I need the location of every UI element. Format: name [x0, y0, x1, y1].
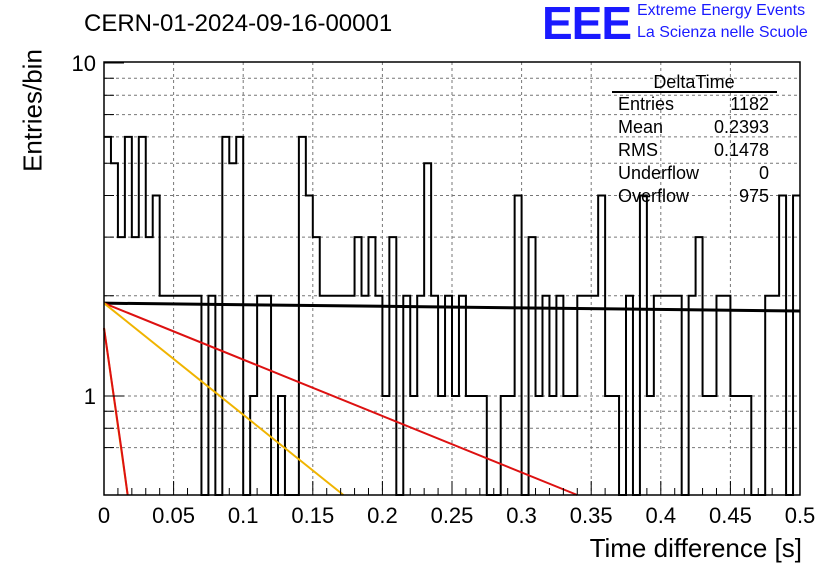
x-tick-label: 0.3 — [506, 503, 537, 528]
y-tick-label: 10 — [72, 51, 96, 76]
histogram — [104, 135, 800, 496]
stats-label: Underflow — [618, 163, 700, 183]
logo-line-1: Extreme Energy Events — [637, 2, 806, 19]
fit-line-2 — [103, 302, 345, 496]
x-tick-label: 0.1 — [228, 503, 259, 528]
x-tick-label: 0.25 — [431, 503, 474, 528]
x-tick-label: 0 — [98, 503, 110, 528]
x-tick-label: 0.05 — [152, 503, 195, 528]
stats-label: Entries — [618, 94, 674, 114]
stats-label: Overflow — [618, 186, 690, 206]
x-tick-label: 0.2 — [367, 503, 398, 528]
x-tick-label: 0.35 — [570, 503, 613, 528]
logo-line-2: La Scienza nelle Scuole — [637, 24, 808, 41]
fit-line-0 — [103, 301, 801, 313]
fit-line-1 — [103, 302, 578, 496]
chart-title: CERN-01-2024-09-16-00001 — [84, 10, 393, 37]
axes: 0 0.05 0.1 0.15 0.2 0.25 0.3 0.35 0.4 0.45 0.5 1 10 — [72, 51, 816, 528]
eee-logo: EEE — [542, 0, 632, 49]
x-tick-label: 0.45 — [709, 503, 752, 528]
x-tick-label: 0.15 — [291, 503, 334, 528]
stats-value: 975 — [739, 186, 769, 206]
x-axis-label: Time difference [s] — [589, 533, 802, 563]
stats-label: Mean — [618, 117, 663, 137]
x-tick-label: 0.5 — [785, 503, 816, 528]
fit-line-4 — [103, 327, 129, 496]
y-tick-label: 1 — [84, 384, 96, 409]
stats-value: 0.2393 — [714, 117, 769, 137]
x-tick-label: 0.4 — [646, 503, 677, 528]
stats-value: 0.1478 — [714, 140, 769, 160]
stats-value: 1182 — [730, 94, 769, 114]
stats-value: 0 — [759, 163, 769, 183]
stats-label: RMS — [618, 140, 658, 160]
stats-title: DeltaTime — [653, 72, 734, 92]
fit-lines — [103, 301, 801, 496]
histogram-outline — [104, 135, 800, 496]
